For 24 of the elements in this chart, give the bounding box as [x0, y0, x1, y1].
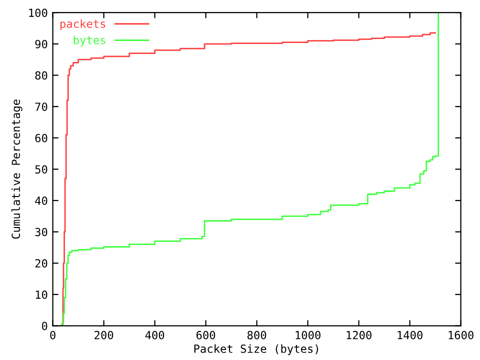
y-tick-label: 10 — [36, 290, 48, 299]
x-tick-label: 800 — [247, 330, 266, 340]
x-tick-label: 1000 — [296, 330, 320, 340]
y-tick-label: 0 — [42, 322, 48, 330]
x-tick-label: 400 — [145, 330, 164, 340]
x-tick-label: 1200 — [346, 330, 372, 340]
y-tick-label: 30 — [35, 228, 48, 236]
x-tick-label: 200 — [94, 330, 114, 340]
legend-label: packets — [60, 19, 106, 30]
y-tick-label: 80 — [35, 71, 48, 80]
y-axis-title: Cumulative Percentage — [11, 100, 22, 239]
x-tick-label: 1400 — [398, 330, 422, 340]
y-tick-label: 100 — [29, 8, 48, 18]
y-tick-label: 70 — [35, 102, 48, 111]
y-tick-label: 40 — [35, 196, 48, 205]
x-tick-label: 1600 — [448, 330, 474, 340]
x-tick-label: 0 — [50, 330, 56, 340]
x-axis-title: Packet Size (bytes) — [194, 344, 318, 356]
x-tick-label: 600 — [196, 330, 216, 340]
y-tick-label: 20 — [35, 259, 48, 268]
y-tick-label: 60 — [35, 134, 48, 142]
legend-label: bytes — [74, 36, 106, 46]
y-tick-label: 90 — [35, 40, 48, 48]
y-tick-label: 50 — [35, 165, 48, 174]
